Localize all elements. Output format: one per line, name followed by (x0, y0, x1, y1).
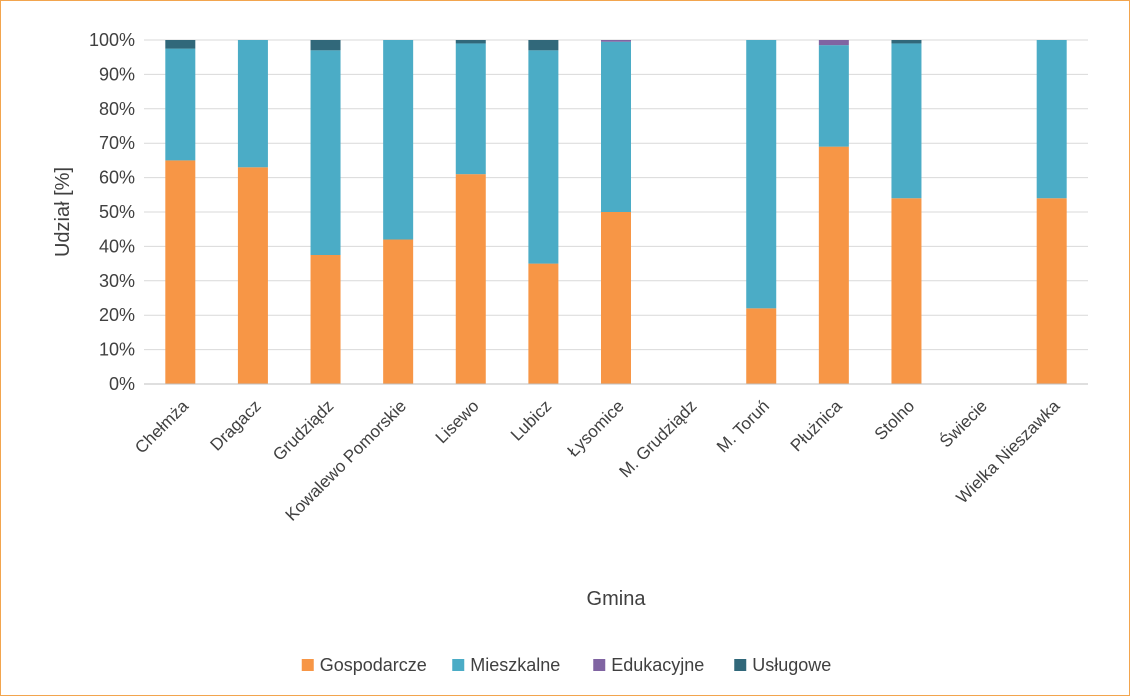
x-tick-label: Lisewo (432, 396, 483, 447)
legend: Gospodarcze Mieszkalne Edukacyjne Usługowe (301, 655, 831, 675)
legend-swatch (734, 659, 747, 671)
x-axis-title: Gmina (587, 588, 647, 610)
bar-segment (383, 40, 414, 240)
y-tick-label: 0% (109, 374, 135, 394)
x-tick-label: Dragacz (207, 396, 265, 454)
bar-segment (310, 255, 341, 384)
bar-segment (165, 40, 196, 49)
legend-swatch (593, 659, 606, 671)
bar-segment (891, 43, 922, 199)
bar-segment (528, 50, 559, 264)
bar-segment (383, 239, 414, 384)
y-tick-label: 90% (99, 64, 135, 84)
bars (165, 40, 1067, 384)
bar-segment (1036, 40, 1067, 199)
bar-segment (818, 45, 849, 147)
bar-segment (165, 160, 196, 384)
bar-segment (891, 40, 922, 44)
bar-segment (601, 212, 631, 384)
legend-swatch (301, 659, 314, 671)
bar-segment (310, 50, 341, 255)
bar-segment (237, 167, 268, 384)
bar-segment (310, 40, 341, 51)
y-tick-label: 20% (99, 305, 135, 325)
y-tick-label: 40% (99, 236, 135, 256)
legend-label: Mieszkalne (470, 655, 560, 675)
bar-segment (746, 308, 777, 384)
legend-label: Edukacyjne (611, 655, 704, 675)
legend-swatch (452, 659, 465, 671)
bar-segment (891, 198, 922, 384)
y-tick-label: 80% (99, 99, 135, 119)
y-tick-label: 10% (99, 340, 135, 360)
x-tick-label: Stolno (871, 396, 919, 444)
y-axis-ticks: 0% 10% 20% 30% 40% 50% 60% 70% 80% 90% 100% (89, 30, 135, 394)
x-tick-label: Łysomice (564, 396, 628, 460)
x-tick-label: M. Grudziądz (616, 396, 701, 481)
bar-segment (818, 40, 849, 46)
bar-segment (455, 174, 486, 384)
x-tick-label: M. Toruń (713, 396, 773, 456)
bar-segment (455, 43, 486, 175)
legend-label: Gospodarcze (320, 655, 427, 675)
y-tick-label: 100% (89, 30, 135, 50)
bar-segment (746, 40, 777, 309)
bar-segment (1036, 198, 1067, 384)
bar-segment (528, 40, 559, 51)
x-tick-label: Lubicz (507, 396, 555, 444)
y-tick-label: 60% (99, 168, 135, 188)
bar-segment (818, 146, 849, 384)
legend-label: Usługowe (752, 655, 831, 675)
x-tick-label: Świecie (936, 396, 991, 451)
bar-segment (237, 40, 268, 168)
y-tick-label: 30% (99, 271, 135, 291)
bar-segment (601, 40, 631, 42)
x-tick-label: Grudziądz (269, 396, 337, 464)
bar-segment (528, 263, 559, 384)
bar-segment (455, 40, 486, 44)
x-tick-label: Płużnica (787, 396, 846, 455)
bar-segment (165, 48, 196, 161)
bar-segment (601, 41, 631, 212)
x-tick-label: Kowalewo Pomorskie (282, 396, 410, 524)
y-tick-label: 70% (99, 133, 135, 153)
y-axis-title: Udział [%] (52, 167, 74, 257)
x-tick-label: Chełmża (131, 396, 192, 457)
y-tick-label: 50% (99, 202, 135, 222)
